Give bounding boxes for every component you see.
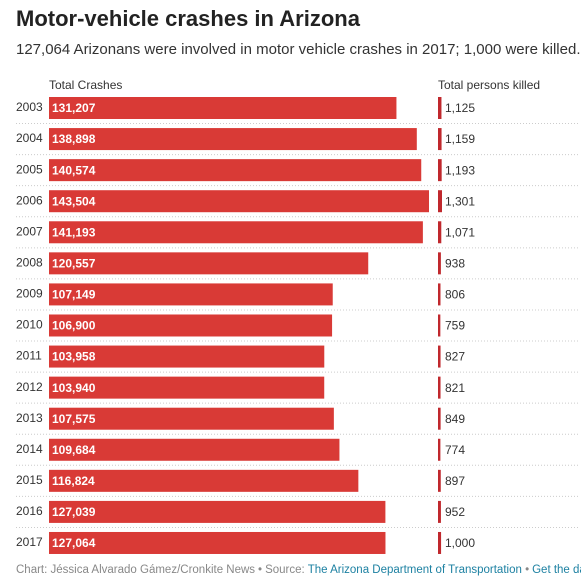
bar [49,407,334,430]
bar [438,159,442,182]
bar [49,283,333,306]
y-tick-label: 2006 [16,193,43,207]
column-header: Total Crashes [49,78,122,92]
bar [438,469,441,492]
y-tick-label: 2017 [16,535,43,549]
value-label: 1,193 [445,163,475,177]
bar [438,252,441,275]
value-label: 120,557 [52,257,96,271]
y-tick-label: 2014 [16,442,43,456]
bar [438,190,442,213]
y-tick-label: 2010 [16,318,43,332]
bar [49,314,333,337]
value-label: 140,574 [52,163,96,177]
y-tick-label: 2003 [16,100,43,114]
value-label: 127,039 [52,505,96,519]
bar [438,345,441,368]
value-label: 116,824 [52,474,95,488]
value-label: 141,193 [52,225,96,239]
bar [49,438,340,461]
bar [49,376,325,399]
bar [49,531,386,554]
value-label: 138,898 [52,132,96,146]
bar [438,283,441,306]
value-label: 938 [445,257,465,271]
value-label: 1,000 [445,536,475,550]
y-tick-label: 2015 [16,473,43,487]
value-label: 127,064 [52,536,96,550]
bar [438,314,441,337]
data-link[interactable]: Get the data [532,564,581,576]
value-label: 821 [445,381,465,395]
bar [438,128,442,151]
value-label: 1,301 [445,194,475,208]
separator: • [525,564,530,576]
separator: • [258,564,263,576]
chart: Motor-vehicle crashes in Arizona 127,064… [16,6,581,554]
value-label: 1,071 [445,225,475,239]
credit: Chart: Jéssica Alvarado Gámez/Cronkite N… [16,564,256,576]
value-label: 1,159 [445,132,475,146]
value-label: 107,575 [52,412,96,426]
y-tick-label: 2007 [16,224,43,238]
bar [49,252,369,275]
y-tick-label: 2013 [16,411,43,425]
value-label: 897 [445,474,465,488]
value-label: 131,207 [52,101,96,115]
bar [438,221,442,244]
value-label: 103,940 [52,381,96,395]
value-label: 806 [445,288,465,302]
column-header: Total persons killed [438,78,540,92]
bar [49,159,422,182]
value-label: 759 [445,319,465,333]
y-tick-label: 2011 [16,349,42,363]
value-label: 103,958 [52,350,96,364]
value-label: 849 [445,412,465,426]
value-label: 827 [445,350,465,364]
bar [49,221,423,244]
value-label: 1,125 [445,101,475,115]
chart-subtitle: 127,064 Arizonans were involved in motor… [16,41,581,58]
bar [49,345,325,368]
bar [438,500,441,523]
y-tick-label: 2009 [16,287,43,301]
value-label: 106,900 [52,319,96,333]
footer: Chart: Jéssica Alvarado Gámez/Cronkite N… [16,564,581,576]
y-tick-label: 2004 [16,131,43,145]
bar [438,407,441,430]
source-link[interactable]: The Arizona Department of Transportation [307,564,522,576]
value-label: 774 [445,443,465,457]
bar [49,128,417,151]
bar [49,190,429,213]
y-tick-label: 2016 [16,504,43,518]
y-tick-label: 2005 [16,162,43,176]
bar [49,500,386,523]
chart-title: Motor-vehicle crashes in Arizona [16,6,361,31]
bar [438,97,442,119]
bar [49,469,359,492]
value-label: 143,504 [52,194,96,208]
bar [438,376,441,399]
value-label: 952 [445,505,465,519]
source-label: Source: [265,564,305,576]
value-label: 109,684 [52,443,96,457]
bar [49,97,397,119]
bar [438,438,441,461]
bar [438,531,442,554]
value-label: 107,149 [52,288,96,302]
y-tick-label: 2012 [16,380,43,394]
y-tick-label: 2008 [16,256,43,270]
